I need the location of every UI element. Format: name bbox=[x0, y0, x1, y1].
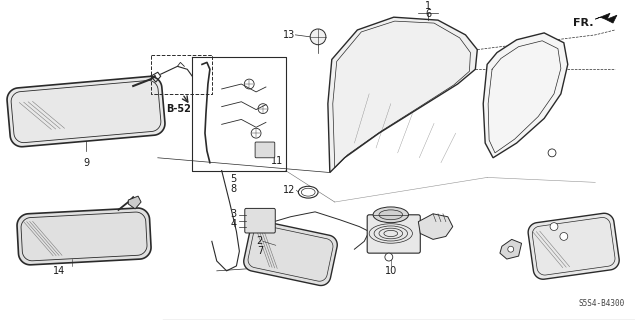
Ellipse shape bbox=[508, 246, 514, 252]
Polygon shape bbox=[419, 214, 452, 239]
Text: 3: 3 bbox=[230, 209, 236, 219]
Polygon shape bbox=[500, 239, 522, 259]
Text: 11: 11 bbox=[271, 156, 283, 166]
Text: S5S4-B4300: S5S4-B4300 bbox=[579, 299, 625, 308]
Ellipse shape bbox=[550, 223, 558, 230]
Text: 10: 10 bbox=[385, 266, 397, 276]
Ellipse shape bbox=[560, 233, 568, 240]
Ellipse shape bbox=[310, 29, 326, 45]
FancyBboxPatch shape bbox=[367, 215, 420, 253]
Polygon shape bbox=[328, 17, 477, 172]
Text: 2: 2 bbox=[257, 236, 263, 246]
Text: 9: 9 bbox=[83, 158, 89, 168]
FancyBboxPatch shape bbox=[244, 208, 275, 233]
Text: 4: 4 bbox=[230, 219, 236, 229]
Ellipse shape bbox=[548, 149, 556, 157]
Text: 7: 7 bbox=[257, 246, 263, 256]
Ellipse shape bbox=[373, 207, 408, 223]
Polygon shape bbox=[17, 208, 151, 265]
Polygon shape bbox=[244, 221, 337, 285]
Polygon shape bbox=[128, 196, 141, 209]
Text: 12: 12 bbox=[283, 185, 296, 195]
Text: 6: 6 bbox=[425, 9, 431, 19]
Polygon shape bbox=[595, 13, 617, 23]
Text: 1: 1 bbox=[425, 1, 431, 11]
Text: B-52: B-52 bbox=[166, 104, 191, 114]
Text: FR.: FR. bbox=[573, 18, 593, 28]
Ellipse shape bbox=[385, 253, 393, 261]
Polygon shape bbox=[528, 213, 619, 279]
FancyBboxPatch shape bbox=[255, 142, 275, 158]
Polygon shape bbox=[483, 33, 568, 158]
Polygon shape bbox=[7, 76, 165, 147]
Text: 13: 13 bbox=[283, 30, 296, 40]
Text: 14: 14 bbox=[53, 266, 65, 276]
Ellipse shape bbox=[379, 210, 403, 220]
Text: 8: 8 bbox=[230, 184, 237, 194]
Ellipse shape bbox=[301, 188, 315, 196]
Ellipse shape bbox=[298, 186, 318, 198]
Text: 5: 5 bbox=[230, 174, 237, 185]
